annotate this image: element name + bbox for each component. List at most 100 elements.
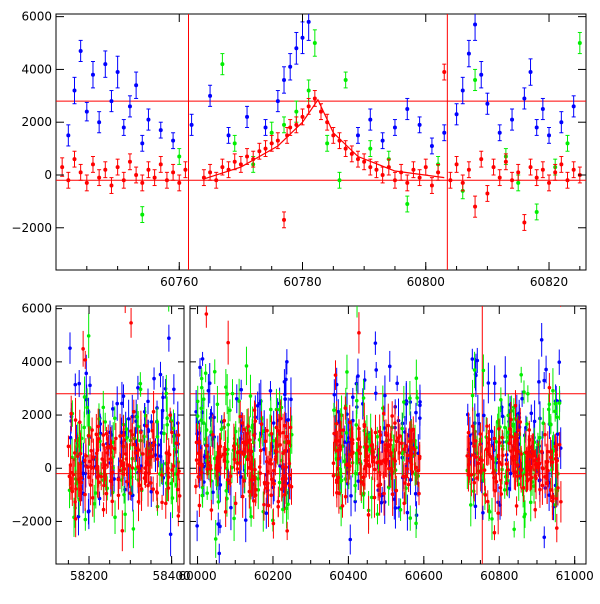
data-point: [357, 331, 361, 335]
data-point: [482, 413, 486, 418]
data-point: [233, 429, 238, 434]
data-point: [417, 456, 422, 461]
data-point: [343, 146, 348, 151]
data-point: [137, 469, 142, 473]
data-point: [436, 170, 441, 175]
data-point: [522, 96, 527, 101]
data-point: [196, 475, 201, 479]
data-point: [294, 109, 299, 114]
data-point: [225, 477, 230, 482]
data-point: [165, 416, 169, 420]
data-point: [222, 418, 227, 423]
bottom-plot-frame: [55, 305, 185, 565]
data-point: [103, 466, 107, 471]
data-point: [429, 143, 434, 148]
data-point: [337, 178, 342, 183]
data-point: [557, 360, 562, 364]
data-point: [510, 178, 515, 183]
x-tick-label: 60400: [329, 569, 367, 583]
data-point: [224, 385, 228, 389]
data-point: [232, 457, 237, 462]
data-point: [218, 444, 223, 449]
data-point: [454, 162, 459, 167]
data-point: [245, 431, 250, 436]
data-point: [128, 491, 132, 495]
data-point: [553, 503, 558, 507]
data-point: [171, 464, 176, 468]
data-point: [539, 338, 544, 342]
y-tick-label: 2000: [21, 408, 52, 422]
data-point: [168, 413, 172, 417]
data-point: [414, 376, 419, 381]
data-point: [473, 204, 478, 209]
data-point: [537, 461, 542, 466]
data-point: [373, 341, 378, 345]
data-point: [539, 449, 544, 454]
data-point: [240, 494, 245, 499]
data-point: [414, 465, 418, 470]
data-point: [103, 167, 108, 172]
data-point: [411, 167, 416, 172]
data-point: [223, 447, 228, 452]
data-point: [91, 455, 96, 459]
data-point: [135, 415, 139, 419]
data-point: [151, 409, 156, 414]
data-point: [269, 431, 274, 436]
data-point: [312, 41, 317, 46]
bottom-plot-area: [190, 306, 586, 564]
data-point: [84, 454, 88, 458]
data-point: [545, 449, 550, 454]
data-point: [194, 409, 198, 414]
data-point: [208, 416, 213, 420]
data-point: [238, 414, 243, 419]
data-point: [96, 473, 101, 478]
data-point: [77, 480, 82, 484]
data-point: [197, 503, 202, 508]
data-point: [134, 172, 139, 177]
data-point: [400, 426, 404, 431]
data-point: [414, 410, 418, 415]
data-point: [334, 480, 339, 485]
data-point: [120, 401, 124, 406]
data-point: [121, 394, 126, 398]
data-point: [272, 482, 276, 486]
data-point: [282, 122, 287, 127]
data-point: [373, 430, 378, 435]
data-point: [97, 496, 102, 501]
data-point: [506, 468, 511, 472]
data-point: [415, 396, 419, 400]
data-point: [227, 481, 232, 486]
data-point: [519, 452, 523, 456]
data-point: [205, 491, 209, 495]
data-point: [557, 442, 562, 447]
data-point: [112, 416, 117, 421]
data-point: [547, 133, 552, 138]
data-point: [362, 422, 367, 427]
data-point: [257, 149, 262, 154]
data-point: [94, 432, 99, 437]
data-point: [386, 485, 391, 489]
data-point: [400, 451, 405, 456]
data-point: [127, 104, 132, 109]
bottom-series-green: [195, 306, 562, 558]
data-point: [80, 471, 85, 476]
data-point: [540, 483, 545, 488]
data-point: [203, 371, 208, 375]
y-tick-label: 0: [44, 461, 52, 475]
data-point: [230, 391, 235, 396]
data-point: [395, 381, 399, 386]
data-point: [503, 425, 507, 430]
data-point: [264, 459, 269, 464]
data-point: [68, 463, 73, 467]
data-point: [175, 421, 180, 425]
data-point: [408, 396, 412, 401]
data-point: [84, 180, 89, 185]
x-tick-label: 58400: [153, 569, 191, 583]
data-point: [367, 447, 371, 452]
data-point: [232, 159, 237, 164]
data-point: [512, 439, 517, 443]
data-point: [386, 444, 391, 449]
data-point: [332, 431, 336, 436]
data-point: [524, 465, 529, 469]
data-point: [361, 396, 366, 400]
